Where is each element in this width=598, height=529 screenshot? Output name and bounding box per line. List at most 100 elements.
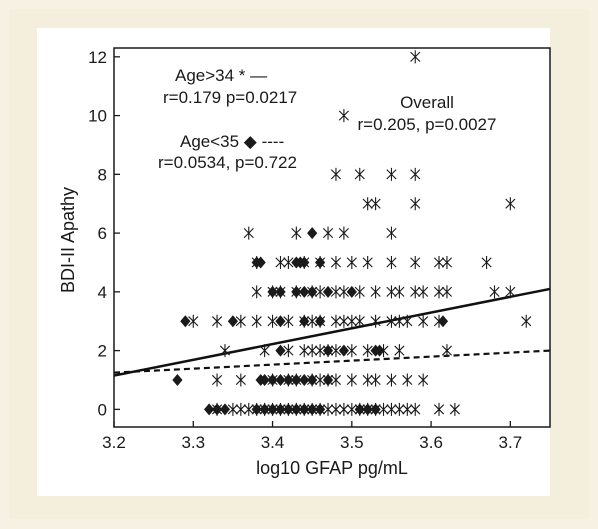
- diamond-point: [251, 403, 262, 416]
- asterisk-point: [354, 167, 365, 181]
- asterisk-point: [251, 285, 262, 299]
- diamond-point: [204, 403, 215, 416]
- asterisk-point: [243, 226, 254, 240]
- y-axis-label: BDI-II Apathy: [58, 187, 78, 293]
- asterisk-point: [211, 314, 223, 328]
- x-tick-label: 3.7: [499, 433, 523, 452]
- y-tick-label: 4: [98, 283, 107, 302]
- asterisk-point: [219, 344, 231, 358]
- y-tick-label: 8: [98, 165, 107, 184]
- asterisk-point: [386, 226, 397, 240]
- diamond-point: [299, 315, 310, 328]
- asterisk-point: [330, 314, 342, 328]
- x-axis-ticks: 3.2 3.3 3.4 3.5 3.6 3.7: [102, 421, 522, 452]
- asterisk-point: [394, 314, 405, 328]
- asterisk-point: [362, 373, 373, 387]
- asterisk-point: [275, 255, 286, 269]
- annotation-older-stats: r=0.179 p=0.0217: [163, 88, 297, 107]
- asterisk-point: [433, 402, 445, 416]
- asterisk-point: [315, 344, 326, 358]
- y-tick-label: 0: [98, 400, 107, 419]
- asterisk-point: [211, 373, 223, 387]
- asterisk-point: [283, 314, 294, 328]
- diamond-point: [255, 256, 266, 269]
- diamond-point: [267, 285, 278, 298]
- fit-lines: [113, 287, 551, 377]
- diamond-point: [307, 403, 318, 416]
- asterisk-point: [322, 226, 334, 240]
- asterisk-point: [338, 314, 349, 328]
- y-tick-label: 10: [88, 107, 107, 126]
- annotation-younger-stats: r=0.0534, p=0.722: [158, 153, 297, 172]
- asterisk-point: [251, 314, 262, 328]
- asterisk-point: [449, 402, 460, 416]
- asterisk-point: [386, 373, 397, 387]
- diamond-point: [299, 256, 310, 269]
- diamond-point: [362, 403, 373, 416]
- diamond-point: [267, 403, 278, 416]
- asterisk-point: [410, 50, 421, 64]
- diamond-point: [275, 285, 286, 298]
- asterisk-point: [330, 344, 342, 358]
- annotation-older-label: Age>34 * —: [175, 66, 267, 85]
- asterisk-point: [243, 402, 254, 416]
- asterisk-point: [370, 314, 381, 328]
- diamond-point: [275, 373, 286, 386]
- asterisk-point: [322, 402, 334, 416]
- diamond-point: [315, 403, 326, 416]
- diamond-point: [211, 403, 223, 416]
- diamond-point: [172, 373, 183, 386]
- asterisk-point: [370, 197, 381, 211]
- asterisk-point: [354, 314, 365, 328]
- x-axis-label: log10 GFAP pg/mL: [256, 458, 408, 478]
- asterisk-point: [418, 373, 429, 387]
- asterisk-point: [338, 226, 349, 240]
- asterisk-point: [386, 314, 397, 328]
- diamond-point: [259, 403, 270, 416]
- asterisk-point: [441, 285, 453, 299]
- diamond-point: [322, 373, 334, 386]
- diamond-point: [315, 315, 326, 328]
- asterisk-point: [481, 255, 492, 269]
- asterisk-point: [418, 314, 429, 328]
- asterisk-point: [362, 344, 373, 358]
- asterisk-point: [370, 285, 381, 299]
- asterisk-point: [330, 285, 342, 299]
- asterisk-point: [402, 373, 413, 387]
- asterisk-point: [386, 285, 397, 299]
- diamond-point: [259, 373, 270, 386]
- asterisk-point: [346, 314, 357, 328]
- asterisk-point: [362, 255, 373, 269]
- diamond-point: [275, 315, 286, 328]
- asterisk-point: [330, 373, 342, 387]
- asterisk-point: [441, 255, 453, 269]
- asterisk-point: [283, 255, 294, 269]
- asterisk-point: [227, 402, 238, 416]
- asterisk-point: [354, 285, 365, 299]
- diamond-point: [322, 344, 334, 357]
- annotation-younger-label: Age<35 ◆ ----: [180, 132, 284, 151]
- asterisk-point: [386, 167, 397, 181]
- asterisk-point: [235, 402, 246, 416]
- y-tick-label: 12: [88, 48, 107, 67]
- asterisk-point: [441, 344, 453, 358]
- diamond-point: [374, 344, 385, 357]
- asterisk-point: [330, 402, 342, 416]
- asterisk-point: [410, 197, 421, 211]
- fit-line-dashed: [113, 349, 551, 374]
- diamond-point: [299, 373, 310, 386]
- asterisk-point: [307, 344, 318, 358]
- asterisk-point: [283, 344, 294, 358]
- asterisk-point: [418, 285, 429, 299]
- asterisk-point: [346, 373, 357, 387]
- asterisk-point: [291, 226, 302, 240]
- diamond-point: [307, 227, 318, 240]
- asterisk-point: [378, 402, 389, 416]
- asterisk-point: [346, 255, 357, 269]
- asterisk-point: [370, 373, 381, 387]
- asterisk-point: [394, 402, 405, 416]
- diamond-point: [338, 344, 349, 357]
- diamond-point: [299, 285, 310, 298]
- asterisk-point: [338, 285, 349, 299]
